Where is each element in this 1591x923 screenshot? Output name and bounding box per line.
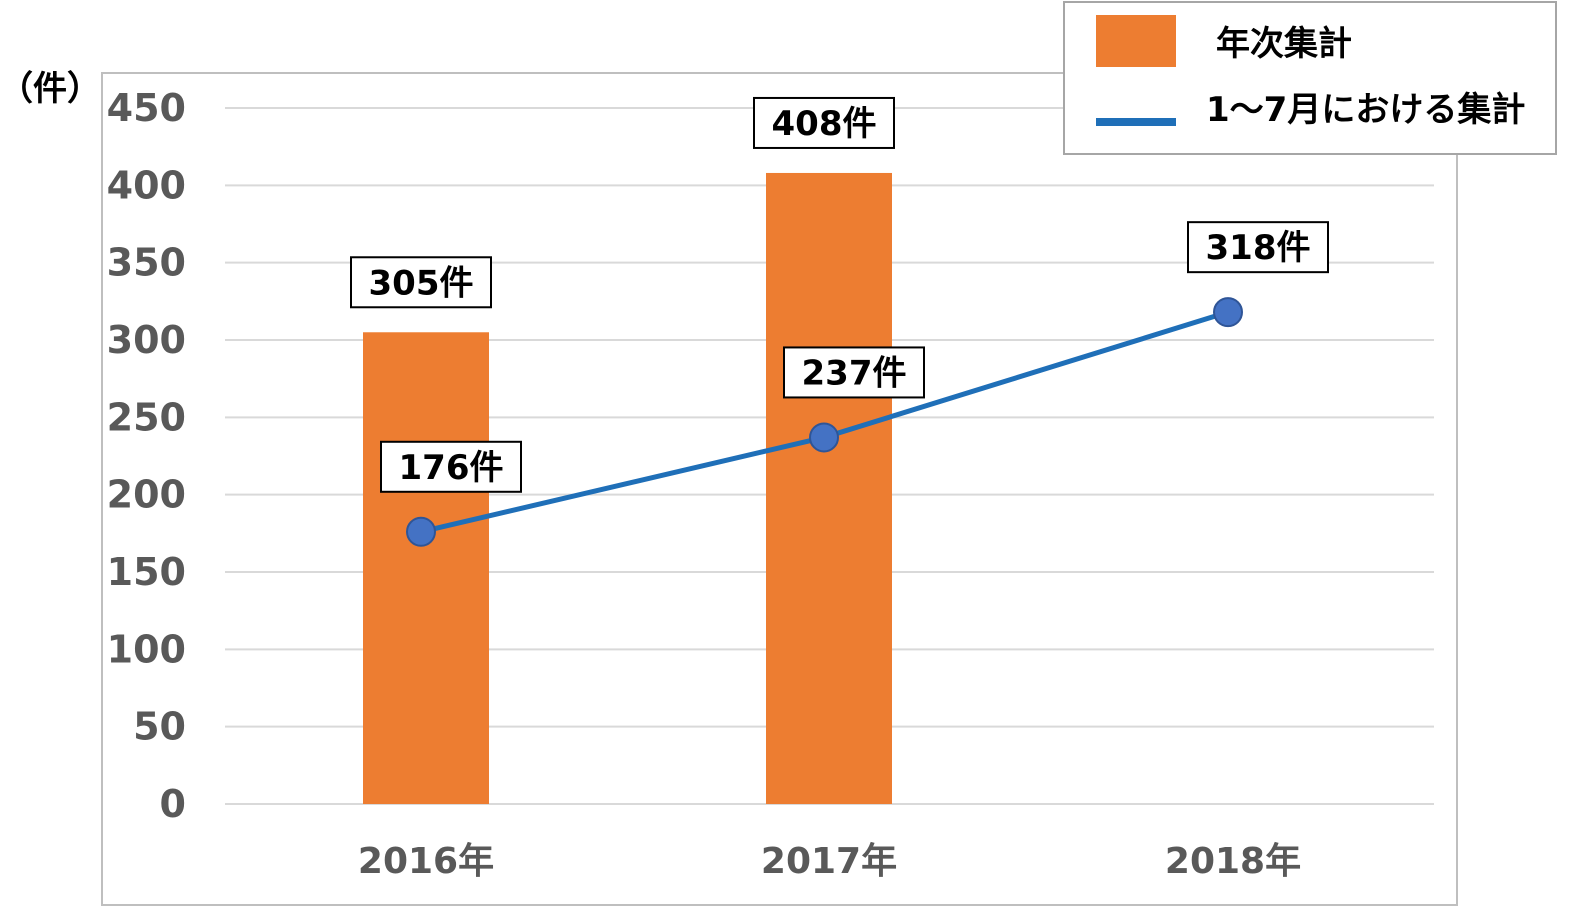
data-labels: 305件 408件 176件 237件 318件 bbox=[350, 96, 1329, 493]
y-tick-label: 400 bbox=[107, 163, 186, 207]
legend-bar-label: 年次集計 bbox=[1216, 24, 1352, 64]
y-tick-label: 100 bbox=[107, 627, 186, 671]
y-axis: 0 50 100 150 200 250 300 350 400 450 bbox=[107, 86, 186, 826]
x-axis: 2016年 2017年 2018年 bbox=[358, 841, 1301, 882]
line-data-label-box bbox=[380, 440, 522, 493]
line-point bbox=[406, 516, 436, 547]
y-tick-label: 350 bbox=[107, 241, 186, 285]
bar bbox=[766, 172, 892, 804]
legend: 年次集計 1～7月における集計 bbox=[1063, 1, 1557, 155]
bar-data-label-box bbox=[753, 96, 895, 149]
bar bbox=[363, 332, 489, 804]
line-data-label: 237件 bbox=[802, 353, 907, 393]
x-tick-label: 2017年 bbox=[761, 841, 897, 882]
bar-data-label: 408件 bbox=[772, 104, 877, 144]
y-tick-label: 300 bbox=[107, 318, 186, 362]
line-data-label: 318件 bbox=[1206, 228, 1311, 268]
y-tick-label: 0 bbox=[160, 782, 186, 826]
x-tick-label: 2016年 bbox=[358, 841, 494, 882]
y-tick-label: 50 bbox=[133, 705, 186, 749]
bar-series bbox=[363, 172, 892, 804]
y-tick-label: 150 bbox=[107, 550, 186, 594]
y-unit-label: （件） bbox=[0, 69, 101, 109]
line-data-label-box bbox=[1187, 221, 1329, 274]
bar-data-label: 305件 bbox=[369, 263, 474, 303]
y-tick-label: 200 bbox=[107, 473, 186, 517]
line-data-label-box bbox=[783, 346, 925, 399]
line-point bbox=[1213, 297, 1243, 328]
line-data-label: 176件 bbox=[399, 448, 504, 488]
line-point bbox=[809, 422, 839, 453]
y-tick-label: 450 bbox=[107, 86, 186, 130]
y-tick-label: 250 bbox=[107, 395, 186, 439]
line-series bbox=[406, 297, 1243, 547]
bar-data-label-box bbox=[350, 256, 492, 309]
x-tick-label: 2018年 bbox=[1165, 841, 1301, 882]
legend-line-swatch bbox=[1096, 118, 1176, 126]
legend-bar-swatch bbox=[1096, 15, 1176, 67]
legend-line-label: 1～7月における集計 bbox=[1206, 90, 1525, 130]
